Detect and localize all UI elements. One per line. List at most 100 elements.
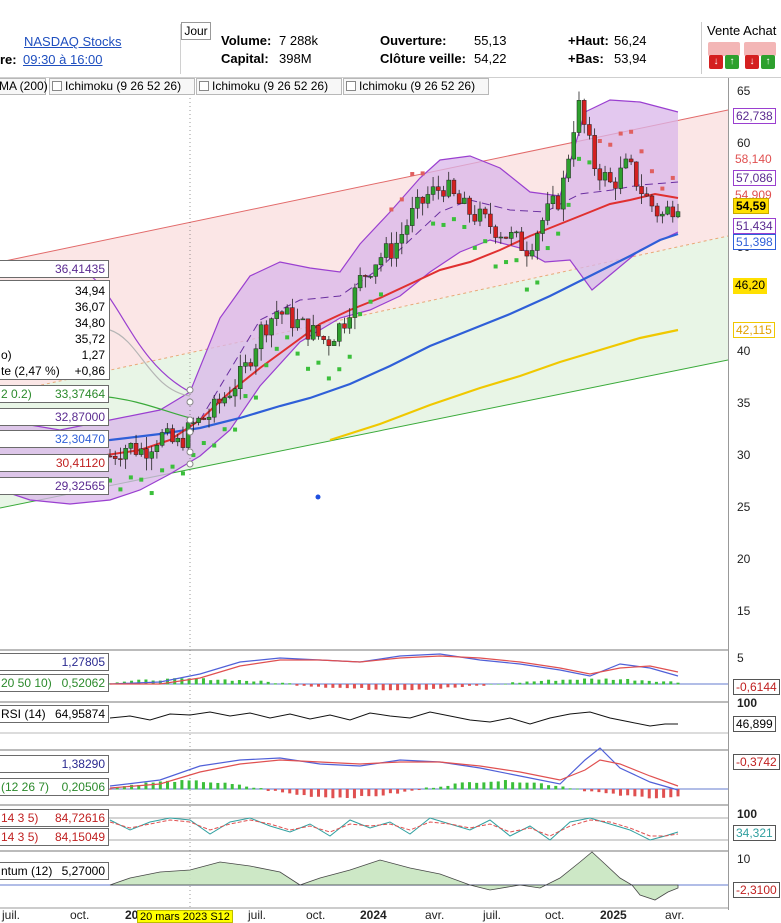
candle-body: [159, 432, 165, 446]
histogram-bar: [432, 787, 436, 790]
buy-button[interactable]: ↓ ↑: [744, 42, 776, 72]
rsi-label: RSI (14): [1, 707, 46, 721]
sar-dot: [160, 468, 165, 473]
histogram-bar: [611, 789, 615, 794]
candle-body: [154, 445, 160, 452]
candle-body: [660, 213, 665, 217]
sar-dot: [535, 280, 540, 285]
hours-link[interactable]: 09:30 à 16:00: [23, 52, 103, 67]
histogram-bar: [662, 681, 666, 685]
candle-body: [566, 158, 571, 179]
histogram-bar: [345, 684, 349, 689]
price-axis[interactable]: 65 60 50 40 35 30 25 20 15 62,738 58,140…: [728, 78, 781, 910]
stoch1-value: 84,72616: [54, 811, 105, 825]
momentum-value: 5,27000: [61, 864, 105, 878]
sar-dot: [639, 149, 644, 154]
histogram-bar: [309, 684, 313, 687]
histogram-bar: [216, 782, 220, 790]
sar-dot: [233, 427, 238, 432]
tab-ichimoku-3[interactable]: Ichimoku (9 26 52 26): [343, 78, 489, 95]
capital-value: 398M: [279, 51, 312, 66]
histogram-bar: [583, 789, 587, 792]
candle-body: [368, 276, 373, 278]
x-tick: oct.: [70, 908, 90, 922]
ma-mid-line: [0, 232, 679, 444]
sar-dot: [410, 172, 415, 177]
sell-arrow-icon: ↓: [709, 55, 723, 69]
histogram-bar: [525, 782, 529, 790]
price-chart[interactable]: [0, 78, 728, 910]
rsi-axis-max: 100: [737, 696, 758, 710]
quote-info-box: 34,94 36,07 34,80 35,72 o) 1,27 te (2,47…: [0, 280, 110, 380]
histogram-bar: [626, 678, 630, 685]
tab-label: Ichimoku (9 26 52 26): [359, 79, 476, 93]
histogram-bar: [669, 681, 673, 685]
checkbox-icon[interactable]: [199, 81, 209, 91]
candle-body: [342, 323, 347, 329]
sell-arrow-icon: ↓: [745, 55, 759, 69]
histogram-bar: [424, 684, 428, 690]
momentum-axis-max: 10: [737, 852, 751, 866]
histogram-bar: [410, 789, 414, 791]
ma200-line: [329, 328, 679, 442]
candle-body: [217, 398, 222, 404]
candle-body: [383, 243, 389, 258]
candle-body: [436, 186, 441, 191]
histogram-bar: [410, 684, 414, 691]
histogram-bar: [575, 788, 579, 790]
histogram-bar: [230, 680, 234, 685]
histogram-bar: [640, 789, 644, 797]
histogram-bar: [288, 683, 292, 685]
x-tick: oct.: [306, 908, 326, 922]
period-selector[interactable]: Jour: [181, 22, 211, 40]
candle-body: [545, 203, 550, 221]
market-link[interactable]: NASDAQ Stocks: [24, 34, 122, 49]
change-value: 1,27: [81, 348, 105, 362]
candle-body: [139, 448, 144, 455]
ma-mid-value: 32,30470: [0, 430, 109, 448]
sar-dot: [608, 142, 613, 147]
candle-body: [253, 348, 259, 367]
checkbox-icon[interactable]: [52, 81, 62, 91]
histogram-bar: [237, 680, 241, 685]
sar-dot: [660, 186, 665, 191]
candle-body: [524, 250, 530, 257]
histogram-bar: [633, 680, 637, 685]
macd1-axis-value: -0,6144: [733, 679, 780, 695]
time-axis[interactable]: juil. oct. 20 juil. oct. 2024 avr. juil.…: [0, 908, 728, 923]
histogram-bar: [345, 789, 349, 798]
high-value: 56,24: [614, 33, 647, 48]
tab-ichimoku-1[interactable]: Ichimoku (9 26 52 26): [49, 78, 195, 95]
histogram-bar: [482, 684, 486, 686]
candle-body: [269, 318, 274, 336]
histogram-bar: [511, 682, 515, 685]
tab-label: MA (200): [0, 79, 48, 93]
date-tooltip: 20 mars 2023 S12: [137, 910, 233, 923]
sar-dot: [253, 395, 258, 400]
change-pct-label: te (2,47 %): [1, 364, 60, 378]
candle-body: [415, 196, 420, 209]
sar-dot: [472, 245, 477, 250]
histogram-bar: [173, 781, 177, 790]
bollinger-band-fill: [0, 100, 678, 504]
candle-body: [165, 428, 170, 433]
sell-button[interactable]: ↓ ↑: [708, 42, 740, 72]
candle-body: [409, 208, 415, 226]
tag-sar: 58,140: [735, 152, 772, 166]
candle-body: [670, 206, 676, 218]
x-tick: 2024: [360, 908, 387, 922]
histogram-bar: [676, 789, 680, 797]
histogram-bar: [518, 682, 522, 685]
histogram-bar: [568, 679, 572, 685]
histogram-bar: [317, 789, 321, 797]
tab-ma200[interactable]: MA (200): [0, 78, 48, 95]
tab-ichimoku-2[interactable]: Ichimoku (9 26 52 26): [196, 78, 342, 95]
candle-body: [608, 172, 613, 183]
stoch2-label: 14 3 5): [1, 830, 39, 844]
histogram-bar: [554, 785, 558, 790]
low-label: +Bas:: [568, 51, 604, 66]
macd2-value: 1,38290: [0, 755, 109, 773]
checkbox-icon[interactable]: [346, 81, 356, 91]
stoch-d-line: [109, 819, 679, 837]
candle-body: [540, 220, 545, 234]
